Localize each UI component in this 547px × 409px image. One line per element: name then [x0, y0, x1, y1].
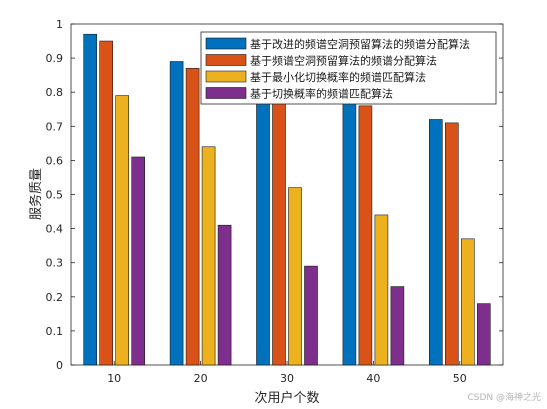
- bar-2-20: [185, 68, 200, 366]
- x-tick-label: 30: [280, 372, 294, 385]
- legend-label-2: 基于频谱空洞预留算法的频谱分配算法: [250, 54, 437, 68]
- x-axis-ticks: 10 20 30 40 50: [107, 361, 467, 385]
- bar-2-50: [444, 122, 459, 366]
- bar-3-50: [460, 238, 475, 366]
- y-tick-label: 0.1: [46, 325, 64, 338]
- y-tick-label: 0: [56, 359, 63, 372]
- bar-1-40: [342, 81, 357, 366]
- bar-2-30: [272, 91, 286, 366]
- y-tick-label: 1: [56, 18, 63, 31]
- x-tick-label: 10: [107, 372, 121, 385]
- y-tick-label: 0.2: [46, 291, 64, 304]
- legend: 基于改进的频谱空洞预留算法的频谱分配算法基于频谱空洞预留算法的频谱分配算法基于最…: [200, 31, 497, 105]
- bar-4-50: [476, 303, 491, 366]
- y-tick-label: 0.3: [46, 257, 64, 270]
- legend-label-1: 基于改进的频谱空洞预留算法的频谱分配算法: [250, 37, 470, 51]
- x-axis-label: 次用户个数: [254, 390, 319, 406]
- bar-3-10: [115, 95, 129, 366]
- legend-swatch-1: [205, 37, 247, 50]
- bar-1-10: [83, 33, 97, 366]
- bar-3-30: [288, 187, 302, 366]
- x-tick-label: 50: [453, 372, 467, 385]
- legend-box: [200, 31, 497, 105]
- y-tick-label: 0.8: [46, 86, 64, 99]
- watermark: CSDN @海神之光: [467, 393, 541, 403]
- bar-4-20: [217, 224, 232, 366]
- y-tick-label: 0.5: [46, 189, 64, 202]
- y-tick-label: 0.9: [46, 52, 64, 65]
- legend-swatch-3: [205, 70, 247, 83]
- bar-2-10: [99, 40, 113, 366]
- bar-4-30: [304, 265, 318, 366]
- legend-label-3: 基于最小化切换概率的频谱匹配算法: [250, 70, 426, 84]
- y-tick-label: 0.7: [46, 120, 64, 133]
- bars-group: [83, 33, 491, 366]
- y-tick-label: 0.6: [46, 154, 64, 167]
- y-tick-label: 0.4: [46, 223, 64, 236]
- y-axis-ticks: 0 0.1 0.2 0.3 0.4 0.5 0.6 0.7 0.8 0.9 1: [46, 18, 503, 372]
- bar-1-30: [256, 74, 270, 366]
- legend-swatch-2: [205, 54, 247, 66]
- bar-3-40: [374, 214, 389, 366]
- bar-2-40: [358, 105, 373, 366]
- bar-4-10: [131, 156, 145, 366]
- bar-3-20: [201, 146, 216, 366]
- bar-4-40: [390, 286, 405, 366]
- y-axis-label: 服务质量: [28, 168, 44, 220]
- legend-label-4: 基于切换概率的频谱匹配算法: [250, 87, 393, 101]
- x-tick-label: 20: [194, 372, 208, 385]
- bar-1-20: [169, 61, 184, 366]
- x-tick-label: 40: [366, 372, 380, 385]
- legend-swatch-4: [205, 87, 247, 99]
- bar-1-50: [428, 119, 443, 366]
